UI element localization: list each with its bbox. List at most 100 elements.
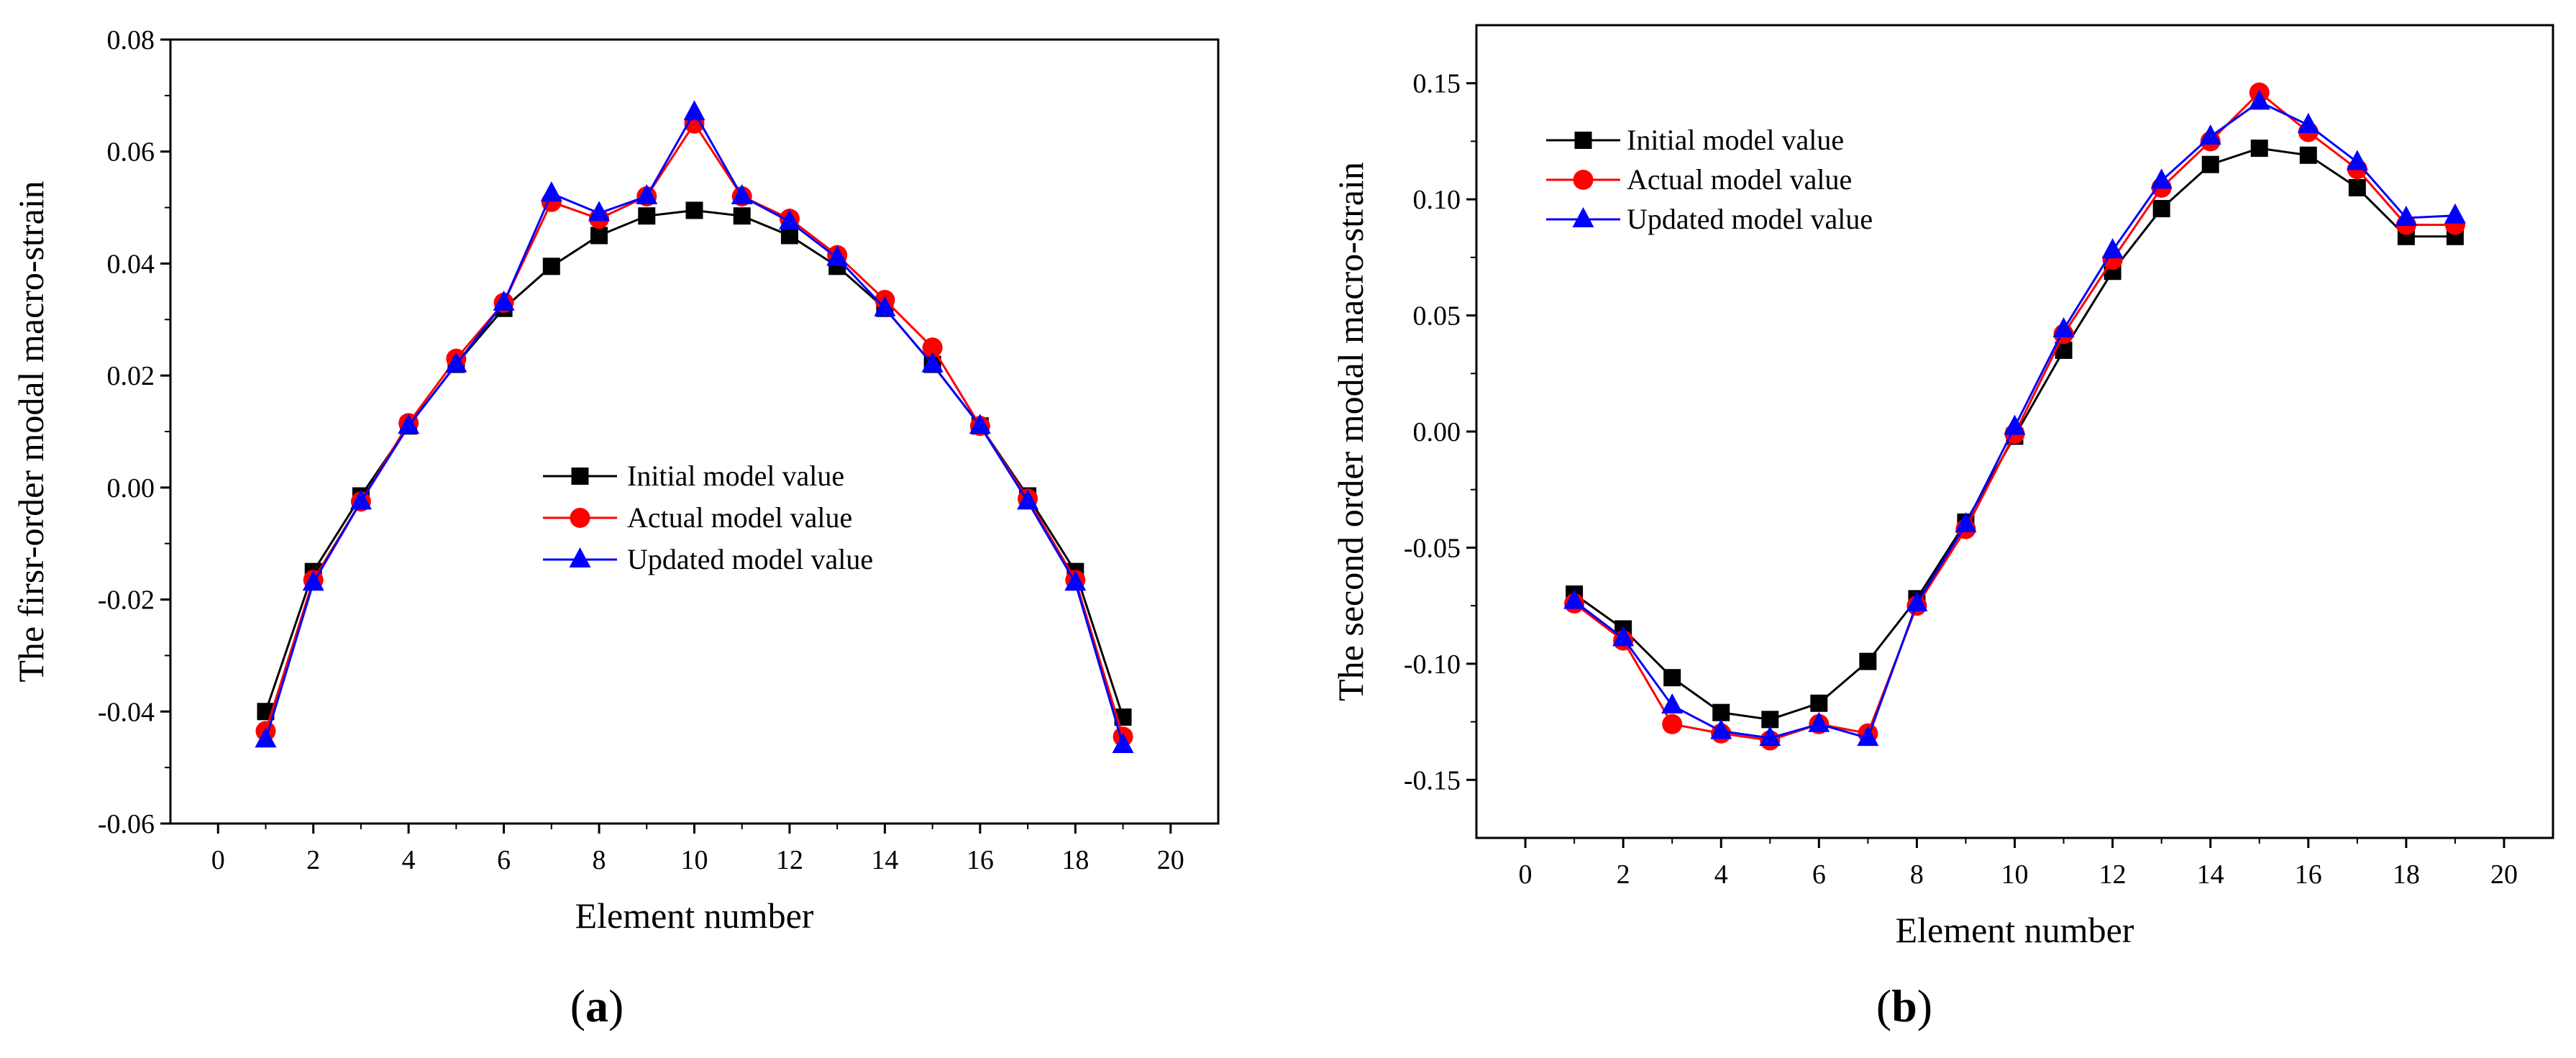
x-tick-label: 20 bbox=[2490, 859, 2518, 890]
x-tick-label: 18 bbox=[1061, 845, 1089, 875]
x-tick-label: 0 bbox=[1519, 859, 1533, 890]
data-point bbox=[1859, 652, 1877, 670]
x-tick-label: 14 bbox=[871, 845, 898, 875]
y-tick-label: 0.06 bbox=[107, 137, 155, 168]
data-point bbox=[398, 414, 420, 434]
x-tick-label: 6 bbox=[1812, 859, 1826, 890]
data-point bbox=[2199, 124, 2221, 145]
caption-close-paren: ) bbox=[1917, 980, 1932, 1031]
data-point bbox=[1661, 693, 1684, 713]
x-tick-label: 20 bbox=[1157, 845, 1184, 875]
data-point bbox=[921, 352, 944, 373]
legend: Initial model value Actual model value Upd… bbox=[543, 460, 873, 575]
x-tick-label: 10 bbox=[681, 845, 708, 875]
y-tick-label: 0.05 bbox=[1413, 301, 1461, 332]
data-point bbox=[542, 257, 560, 275]
x-tick-label: 8 bbox=[593, 845, 606, 875]
data-point bbox=[2250, 140, 2268, 158]
data-point bbox=[493, 290, 515, 311]
data-point bbox=[2297, 112, 2319, 133]
panel-a: -0.06 -0.04 -0.02 0.00 0.02 0.04 0.06 0.08 0 2 4 6 8… bbox=[11, 25, 1220, 1031]
legend-marker bbox=[1572, 207, 1594, 227]
legend-marker bbox=[570, 508, 590, 528]
y-tick-label: 0.08 bbox=[107, 25, 155, 55]
data-point bbox=[2444, 203, 2466, 224]
data-point bbox=[778, 209, 800, 230]
x-tick-label: 8 bbox=[1910, 859, 1924, 890]
y-tick-label: -0.04 bbox=[98, 697, 155, 727]
legend-label: Actual model value bbox=[627, 501, 852, 534]
panel-caption: (a) bbox=[570, 980, 624, 1031]
data-point bbox=[302, 570, 324, 591]
data-point bbox=[1810, 694, 1828, 712]
legend: Initial model value Actual model value Upd… bbox=[1546, 124, 1873, 235]
x-tick-label: 2 bbox=[1617, 859, 1630, 890]
legend-label: Initial model value bbox=[627, 460, 844, 492]
data-point bbox=[969, 414, 991, 434]
caption-letter: b bbox=[1891, 980, 1917, 1031]
data-point bbox=[2150, 168, 2173, 189]
data-point bbox=[1808, 711, 1830, 732]
data-point bbox=[922, 337, 943, 358]
x-tick-label: 4 bbox=[402, 845, 416, 875]
x-tick-label: 10 bbox=[2001, 859, 2029, 890]
legend-label: Updated model value bbox=[627, 543, 873, 575]
data-point bbox=[1663, 669, 1681, 687]
y-tick-label: 0.00 bbox=[1413, 417, 1461, 447]
caption-letter: a bbox=[585, 980, 608, 1031]
series-triangle bbox=[255, 100, 1134, 753]
data-point bbox=[2248, 89, 2270, 110]
data-point bbox=[1906, 590, 1928, 611]
data-point bbox=[2348, 179, 2366, 196]
data-point bbox=[1563, 588, 1586, 609]
plot-frame bbox=[169, 38, 1220, 825]
data-point bbox=[638, 207, 656, 225]
data-point bbox=[590, 227, 608, 245]
legend-label: Updated model value bbox=[1627, 203, 1873, 235]
x-axis-label: Element number bbox=[575, 895, 814, 936]
y-tick-label: 0.10 bbox=[1413, 185, 1461, 215]
y-axis-label: The second order modal macro-strain bbox=[1330, 162, 1371, 701]
data-point bbox=[445, 352, 467, 373]
x-tick-label: 2 bbox=[306, 845, 320, 875]
y-tick-label: 0.15 bbox=[1413, 69, 1461, 99]
legend-label: Initial model value bbox=[1627, 124, 1844, 156]
data-point bbox=[636, 184, 658, 204]
y-tick-label: -0.06 bbox=[98, 809, 155, 839]
caption-open-paren: ( bbox=[570, 980, 585, 1031]
data-point bbox=[588, 201, 611, 222]
legend-marker bbox=[569, 547, 591, 567]
legend-marker bbox=[571, 468, 589, 485]
y-tick-label: 0.00 bbox=[107, 473, 155, 503]
x-tick-label: 4 bbox=[1714, 859, 1728, 890]
data-point bbox=[826, 245, 849, 266]
data-point bbox=[1112, 733, 1134, 753]
data-point bbox=[733, 207, 751, 225]
caption-open-paren: ( bbox=[1876, 980, 1891, 1031]
caption-close-paren: ) bbox=[608, 980, 624, 1031]
x-tick-label: 0 bbox=[211, 845, 225, 875]
x-tick-label: 16 bbox=[2295, 859, 2322, 890]
x-axis-label: Element number bbox=[1896, 910, 2134, 950]
data-point bbox=[1662, 713, 1683, 734]
y-tick-label: -0.05 bbox=[1404, 533, 1461, 563]
data-point bbox=[1955, 512, 1977, 533]
data-point bbox=[2052, 316, 2075, 337]
y-axis-label: The firsr-order modal macro-strain bbox=[11, 181, 51, 682]
y-tick-label: 0.04 bbox=[107, 249, 155, 279]
legend-marker bbox=[1574, 132, 1592, 149]
data-point bbox=[2346, 150, 2368, 170]
data-point bbox=[731, 184, 753, 204]
data-point bbox=[2395, 205, 2417, 226]
data-point bbox=[1857, 726, 1879, 747]
panel-caption: (b) bbox=[1876, 980, 1932, 1031]
data-point bbox=[2201, 155, 2219, 173]
data-point bbox=[1710, 719, 1732, 739]
data-point bbox=[2101, 238, 2124, 259]
data-point bbox=[540, 181, 562, 202]
data-point bbox=[2152, 200, 2170, 218]
data-point bbox=[255, 727, 277, 748]
y-tick-label: 0.02 bbox=[107, 361, 155, 391]
